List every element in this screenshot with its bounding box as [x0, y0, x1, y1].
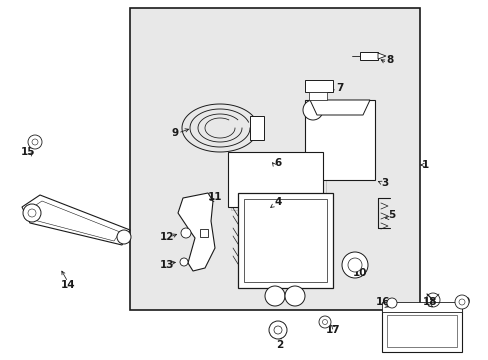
Circle shape — [28, 209, 36, 217]
Polygon shape — [22, 195, 130, 245]
Circle shape — [285, 286, 305, 306]
Text: 14: 14 — [61, 280, 75, 290]
Circle shape — [458, 299, 464, 305]
Text: 17: 17 — [325, 325, 340, 335]
Text: 8: 8 — [386, 55, 393, 65]
Bar — [381, 302, 461, 312]
Text: 2: 2 — [276, 340, 283, 350]
Polygon shape — [178, 193, 215, 271]
Text: 6: 6 — [274, 158, 281, 168]
Bar — [200, 229, 207, 237]
Bar — [249, 116, 264, 140]
Bar — [130, 8, 419, 310]
Text: 13: 13 — [160, 260, 174, 270]
Text: 3: 3 — [381, 178, 388, 188]
Bar — [244, 199, 326, 282]
Bar — [305, 80, 332, 92]
Bar — [381, 310, 461, 352]
Text: 12: 12 — [160, 232, 174, 242]
Circle shape — [264, 286, 285, 306]
Bar — [305, 100, 374, 180]
Text: 16: 16 — [375, 297, 389, 307]
Text: 15: 15 — [20, 147, 35, 157]
Circle shape — [454, 295, 468, 309]
Circle shape — [318, 316, 330, 328]
Bar — [227, 152, 323, 207]
Circle shape — [347, 258, 361, 272]
Text: 9: 9 — [171, 128, 178, 138]
Bar — [238, 193, 332, 288]
Text: 4: 4 — [274, 197, 281, 207]
Polygon shape — [309, 100, 369, 115]
Circle shape — [386, 298, 396, 308]
Text: 7: 7 — [336, 83, 343, 93]
Circle shape — [23, 204, 41, 222]
Text: 1: 1 — [421, 160, 428, 170]
Bar — [308, 92, 326, 100]
Circle shape — [322, 320, 327, 324]
Bar — [386, 315, 456, 347]
Text: 10: 10 — [352, 268, 366, 278]
Circle shape — [303, 100, 323, 120]
Circle shape — [32, 139, 38, 145]
Circle shape — [181, 228, 191, 238]
Circle shape — [341, 252, 367, 278]
Circle shape — [180, 258, 187, 266]
Polygon shape — [377, 53, 385, 59]
Bar — [359, 52, 377, 60]
Text: 18: 18 — [422, 297, 436, 307]
Bar — [230, 155, 325, 210]
Circle shape — [28, 135, 42, 149]
Circle shape — [273, 326, 282, 334]
Text: 11: 11 — [207, 192, 222, 202]
Circle shape — [268, 321, 286, 339]
Text: 19: 19 — [456, 297, 470, 307]
Circle shape — [117, 230, 131, 244]
Text: 5: 5 — [387, 210, 395, 220]
